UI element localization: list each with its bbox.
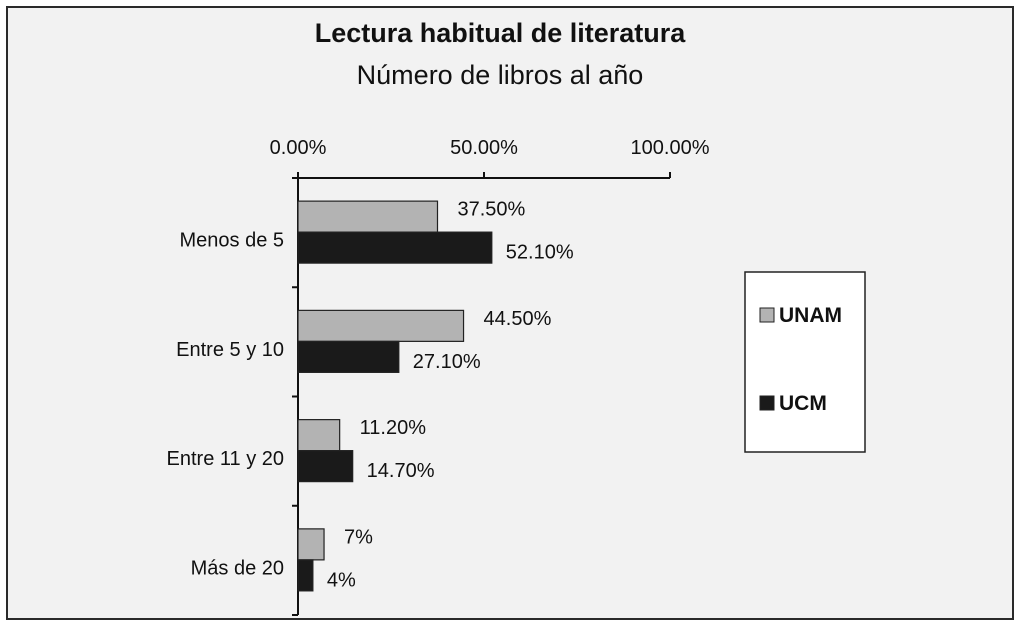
category-label: Menos de 5 [179, 230, 284, 252]
data-label: 7% [344, 526, 373, 548]
bar-ucm [297, 231, 493, 264]
bar-ucm [297, 559, 314, 592]
legend-label-ucm: UCM [779, 392, 827, 415]
x-tick-label: 50.00% [450, 137, 518, 159]
x-tick-label: 0.00% [270, 137, 327, 159]
bar-unam [297, 419, 341, 452]
data-label: 44.50% [484, 308, 552, 330]
data-label: 52.10% [506, 242, 574, 264]
legend-box [744, 271, 866, 453]
x-tick-label: 100.00% [631, 137, 710, 159]
data-label: 4% [327, 569, 356, 591]
data-label: 27.10% [413, 351, 481, 373]
data-label: 14.70% [367, 460, 435, 482]
legend-swatch-unam [759, 307, 775, 323]
bar-ucm [297, 450, 354, 483]
bar-ucm [297, 340, 400, 373]
axes: 0.00% 50.00% 100.00% Menos de 5 Entre 5 y 10… [167, 137, 710, 616]
category-label: Entre 11 y 20 [167, 448, 284, 470]
legend-label-unam: UNAM [779, 304, 842, 327]
category-label: Entre 5 y 10 [176, 339, 284, 361]
legend-swatch-ucm [759, 395, 775, 411]
chart-title: Lectura habitual de literatura [315, 18, 687, 48]
bars: 37.50% 52.10% 44.50%27.10% 11.20% 14.70% 7% 4% [297, 199, 574, 592]
bar-unam [297, 200, 439, 233]
legend: UNAM UCM [744, 271, 866, 453]
bar-unam [297, 309, 465, 342]
category-label: Más de 20 [191, 557, 284, 579]
data-label: 37.50% [458, 199, 526, 221]
bar-unam [297, 528, 325, 561]
data-label: 11.20% [360, 417, 427, 439]
chart-subtitle: Número de libros al año [357, 60, 644, 90]
